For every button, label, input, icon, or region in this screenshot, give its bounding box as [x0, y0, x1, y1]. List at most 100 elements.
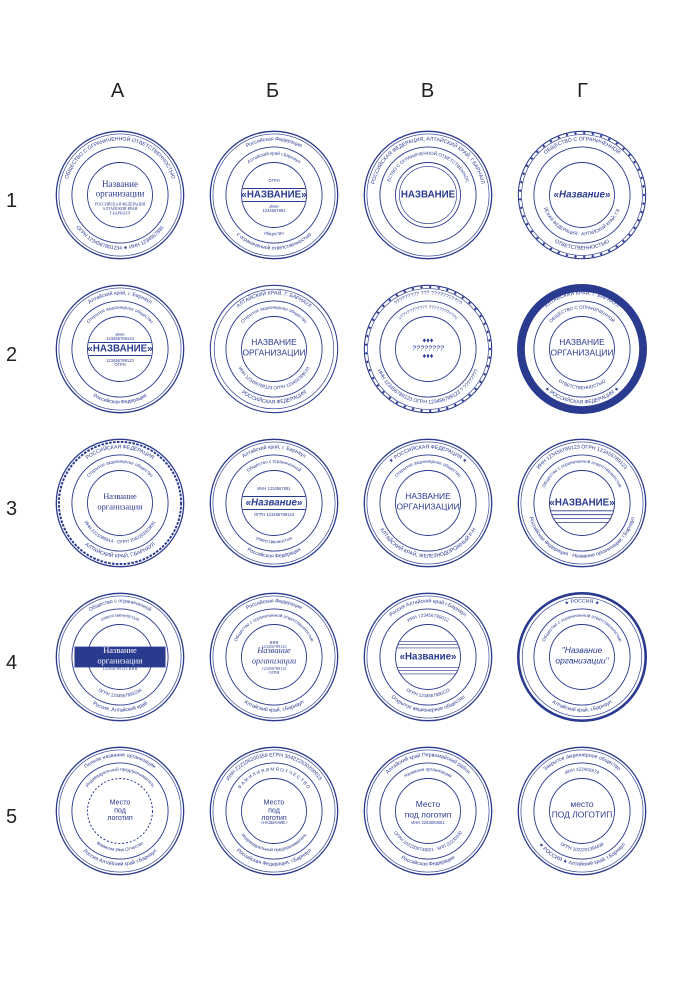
svg-text:РОССИЙСКАЯ ФЕДЕРАЦИЯ: РОССИЙСКАЯ ФЕДЕРАЦИЯ: [95, 201, 146, 206]
svg-text:«Название»: «Название»: [400, 652, 457, 663]
stamp-1Б: Российская Федерацияс ограниченной ответ…: [209, 130, 339, 260]
stamp-row: ОБЩЕСТВО С ОГРАНИЧЕННОЙ ОТВЕТСТВЕННОСТЬЮ…: [55, 130, 671, 260]
svg-text:ОГРН 1022200733821 · КПП 22230: ОГРН 1022200733821 · КПП 22230100: [393, 830, 463, 853]
stamp-3В: ★ РОССИЙСКАЯ ФЕДЕРАЦИЯ ★АЛТАЙСКИЙ КРАЙ, …: [363, 438, 493, 568]
svg-text:123456789123: 123456789123: [106, 336, 134, 341]
svg-text:ОГРН 1234567890123: ОГРН 1234567890123: [405, 687, 451, 698]
svg-text:ОГРН: ОГРН: [114, 362, 125, 367]
svg-text:★ РОССИЯ ★: ★ РОССИЯ ★: [564, 598, 601, 607]
svg-text:Российская Федерация: Российская Федерация: [246, 547, 302, 560]
stamp-4Б: Российская Федерация Алтайский край, г.Ба…: [209, 592, 339, 722]
stamp-2В: ????????? ??? ??????????? ИНН 12345678912…: [363, 284, 493, 414]
svg-text:«НАЗВАНИЕ»: «НАЗВАНИЕ»: [549, 498, 614, 509]
svg-text:ОГРН: ОГРН: [269, 670, 280, 675]
svg-text:Название: Название: [103, 491, 137, 501]
svg-text:Название: Название: [103, 645, 137, 655]
stamp-row: Полное название организацииРоссия Алтайс…: [55, 746, 671, 876]
stamp-3А: РОССИЙСКАЯ ФЕДЕРАЦИЯАЛТАЙСКИЙ КРАЙ, Г.БА…: [55, 438, 185, 568]
svg-text:Российская Федерация: Российская Федерация: [92, 393, 148, 406]
svg-text:ОГРН 1022201394438: ОГРН 1022201394438: [559, 841, 605, 852]
stamp-2Б: АЛТАЙСКИЙ КРАЙ, Г. БАРНАУЛРОССИЙСКАЯ ФЕД…: [209, 284, 339, 414]
stamp-1Г: ОБЩЕСТВО С ОГРАНИЧЕННОЙОТВЕТСТВЕННОСТЬЮР…: [517, 130, 647, 260]
stamp-1А: ОБЩЕСТВО С ОГРАНИЧЕННОЙ ОТВЕТСТВЕННОСТЬЮ…: [55, 130, 185, 260]
svg-text:Г.БАРНАУЛ: Г.БАРНАУЛ: [110, 212, 131, 216]
stamp-row: Алтайский край, г. Барнаул Российская Фед…: [55, 284, 671, 414]
svg-text:ОРГАНИЗАЦИИ: ОРГАНИЗАЦИИ: [396, 502, 459, 512]
svg-text:ОРГАНИЗАЦИИ: ОРГАНИЗАЦИИ: [242, 348, 305, 358]
stamp-sample-sheet: А Б В Г 1 2 3 4 5 ОБЩЕСТВО С ОГРАНИЧЕННО…: [0, 0, 700, 989]
svg-text:Алтайский край, г.Барнаул: Алтайский край, г.Барнаул: [551, 699, 613, 713]
stamp-row: РОССИЙСКАЯ ФЕДЕРАЦИЯАЛТАЙСКИЙ КРАЙ, Г.БА…: [55, 438, 671, 568]
svg-text:ИНН 123456789012: ИНН 123456789012: [406, 613, 450, 623]
stamp-grid: ОБЩЕСТВО С ОГРАНИЧЕННОЙ ОТВЕТСТВЕННОСТЬЮ…: [55, 130, 671, 900]
svg-text:ИНН 1234567891: ИНН 1234567891: [257, 486, 291, 491]
col-header: Г: [505, 80, 660, 103]
stamp-3Б: Алтайский край, г. БарнаулРоссийская Фед…: [209, 438, 339, 568]
stamp-3Г: ИНН 123456789123 ОГРН 123456789123Россий…: [517, 438, 647, 568]
svg-text:под логотип: под логотип: [405, 810, 452, 820]
svg-text:ОТВЕТСТВЕННОСТЬЮ: ОТВЕТСТВЕННОСТЬЮ: [558, 378, 607, 390]
svg-text:1234567891: 1234567891: [262, 208, 286, 213]
row-header: 5: [6, 806, 17, 829]
svg-text:ИНН 123456789123 ОГРН 12345678: ИНН 123456789123 ОГРН 123456789123 ? ???…: [376, 368, 480, 405]
svg-text:★ Общество с ограниченной отве: ★ Общество с ограниченной ответственност…: [209, 592, 316, 643]
stamp-5А: Полное название организацииРоссия Алтайс…: [55, 746, 185, 876]
svg-text:Российская Федерация: Российская Федерация: [245, 598, 303, 611]
svg-text:"Название: "Название: [562, 645, 603, 655]
svg-text:Российская Федерация: Российская Федерация: [400, 855, 456, 868]
col-header: А: [40, 80, 195, 103]
svg-text:ОГРН: ОГРН: [268, 178, 279, 183]
stamp-2Г: АЛТАЙСКИЙ КРАЙ, Г. БАРНАУЛ★ РОССИЙСКАЯ Ф…: [517, 284, 647, 414]
svg-text:ОГРН 1234567891234: ОГРН 1234567891234: [97, 687, 143, 698]
col-header: В: [350, 80, 505, 103]
svg-text:Фамилия Имя Отчество: Фамилия Имя Отчество: [96, 840, 145, 852]
svg-text:Индивидуальный предприниматель: Индивидуальный предприниматель: [241, 832, 308, 853]
svg-text:Алтайский край, г.Барнаул: Алтайский край, г.Барнаул: [243, 699, 305, 713]
svg-text:ИНН 222408574: ИНН 222408574: [564, 767, 600, 776]
svg-text:♦♦♦: ♦♦♦: [423, 352, 434, 360]
column-headers: А Б В Г: [40, 80, 660, 103]
svg-text:Общество с ограниченной ответс: Общество с ограниченной ответственностью: [541, 458, 623, 489]
svg-text:ответственностью: ответственностью: [255, 535, 293, 544]
row-header: 3: [6, 498, 17, 521]
svg-text:организации: организации: [97, 502, 143, 512]
stamp-5В: Алтайский край Первомайский районРоссийс…: [363, 746, 493, 876]
stamp-4А: Общество с ограниченнойРоссия, Алтайский…: [55, 592, 185, 722]
svg-text:ОРГАНИЗАЦИИ: ОРГАНИЗАЦИИ: [550, 348, 613, 358]
stamp-4В: Россия Алтайский край г.БарнаулОткрытое …: [363, 592, 493, 722]
svg-text:Название организации: Название организации: [403, 767, 453, 779]
svg-text:организации: организации: [96, 188, 145, 198]
svg-text:«Название»: «Название»: [554, 190, 611, 201]
svg-text:123456789123 ИНН: 123456789123 ИНН: [103, 666, 138, 671]
svg-text:организации": организации": [555, 656, 609, 666]
stamp-1В: РОССИЙСКАЯ ФЕДЕРАЦИЯ, АЛТАЙСКИЙ КРАЙ, Г.…: [363, 130, 493, 260]
svg-text:«??????????? ???????????»: «??????????? ???????????»: [397, 305, 459, 322]
svg-text:Индивидуальный предприниматель: Индивидуальный предприниматель: [84, 766, 156, 789]
stamp-4Г: ★ РОССИЯ ★Алтайский край, г.БарнаулОбщес…: [517, 592, 647, 722]
svg-text:Россия, Алтайский край: Россия, Алтайский край: [91, 700, 148, 714]
svg-text:НАЗВАНИЕ: НАЗВАНИЕ: [405, 491, 451, 501]
row-header: 4: [6, 652, 17, 675]
svg-text:????????? ??? ???????????: ????????? ??? ???????????: [393, 290, 463, 306]
svg-text:НАЗВАНИЕ: НАЗВАНИЕ: [251, 337, 297, 347]
svg-text:«Название»: «Название»: [246, 498, 303, 509]
svg-text:АЛТАЙСКИЙ КРАЙ: АЛТАЙСКИЙ КРАЙ: [103, 206, 138, 211]
svg-text:ОБЩЕСТВО С ОГРАНИЧЕННОЙ ОТВЕТС: ОБЩЕСТВО С ОГРАНИЧЕННОЙ ОТВЕТСТВЕННОСТЬЮ: [64, 135, 176, 180]
stamp-2А: Алтайский край, г. Барнаул Российская Фед…: [55, 284, 185, 414]
stamp-row: Общество с ограниченнойРоссия, Алтайский…: [55, 592, 671, 722]
svg-text:Место: Место: [416, 799, 441, 809]
svg-text:Российская Федерация: Российская Федерация: [245, 136, 303, 149]
svg-text:ОГРН 123456789123: ОГРН 123456789123: [254, 512, 295, 517]
svg-text:«НАЗВАНИЕ»: «НАЗВАНИЕ»: [241, 190, 306, 201]
svg-text:«НАЗВАНИЕ»: «НАЗВАНИЕ»: [260, 820, 288, 825]
svg-text:организации: организации: [97, 656, 143, 666]
row-header: 1: [6, 190, 17, 213]
svg-text:АЛТАЙСКИЙ КРАЙ, ЖЕЛЕЗНОДОРОЖНЫ: АЛТАЙСКИЙ КРАЙ, ЖЕЛЕЗНОДОРОЖНЫЙ Р-Н: [378, 527, 478, 560]
svg-text:ОГРН 1234567891234 ★ ИНН 12345: ОГРН 1234567891234 ★ ИНН 1234567891: [74, 225, 165, 252]
svg-text:«НАЗВАНИЕ»: «НАЗВАНИЕ»: [87, 344, 152, 355]
svg-text:ПОД ЛОГОТИП: ПОД ЛОГОТИП: [552, 810, 613, 820]
svg-text:ИНН 2263003651: ИНН 2263003651: [411, 820, 445, 825]
svg-text:организации: организации: [252, 656, 297, 666]
col-header: Б: [195, 80, 350, 103]
svg-text:Алтайский край, г. Барнаул: Алтайский край, г. Барнаул: [87, 289, 153, 305]
